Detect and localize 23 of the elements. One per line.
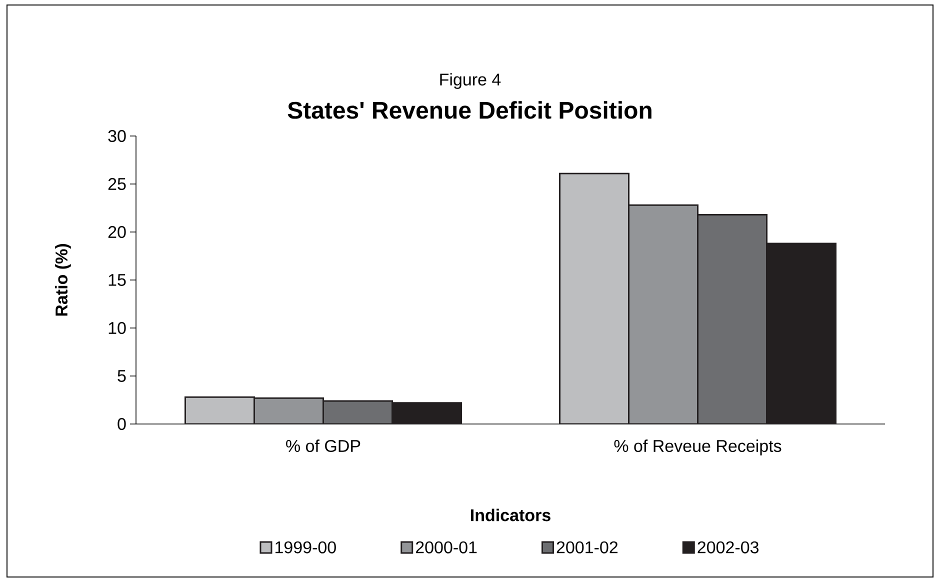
bar (254, 397, 324, 424)
y-tick-label: 20 (108, 226, 126, 238)
y-tick-label: 15 (108, 274, 126, 286)
bar (322, 400, 394, 424)
y-tick-label: 10 (108, 322, 126, 334)
bar (697, 214, 768, 424)
y-tick-label: 30 (108, 130, 126, 142)
chart-title: States' Revenue Deficit Position (288, 101, 652, 119)
y-axis-title: Ratio (%) (55, 244, 71, 316)
x-axis-title: Indicators (471, 508, 550, 522)
legend-label: 2001-02 (556, 541, 618, 554)
chart-subtitle: Figure 4 (440, 73, 501, 89)
legend-label: 2000-01 (416, 541, 477, 554)
x-tick-label: % of Reveue Receipts (614, 440, 782, 456)
bar (184, 396, 255, 424)
y-tick-label: 25 (108, 178, 126, 190)
y-tick-label: 0 (118, 418, 126, 430)
x-tick-label: % of GDP (286, 440, 360, 452)
bar (559, 172, 630, 424)
legend-label: 2002-03 (698, 541, 759, 554)
legend-label: 1999-00 (276, 541, 336, 554)
bar (628, 204, 699, 424)
y-tick-label: 5 (118, 370, 126, 382)
